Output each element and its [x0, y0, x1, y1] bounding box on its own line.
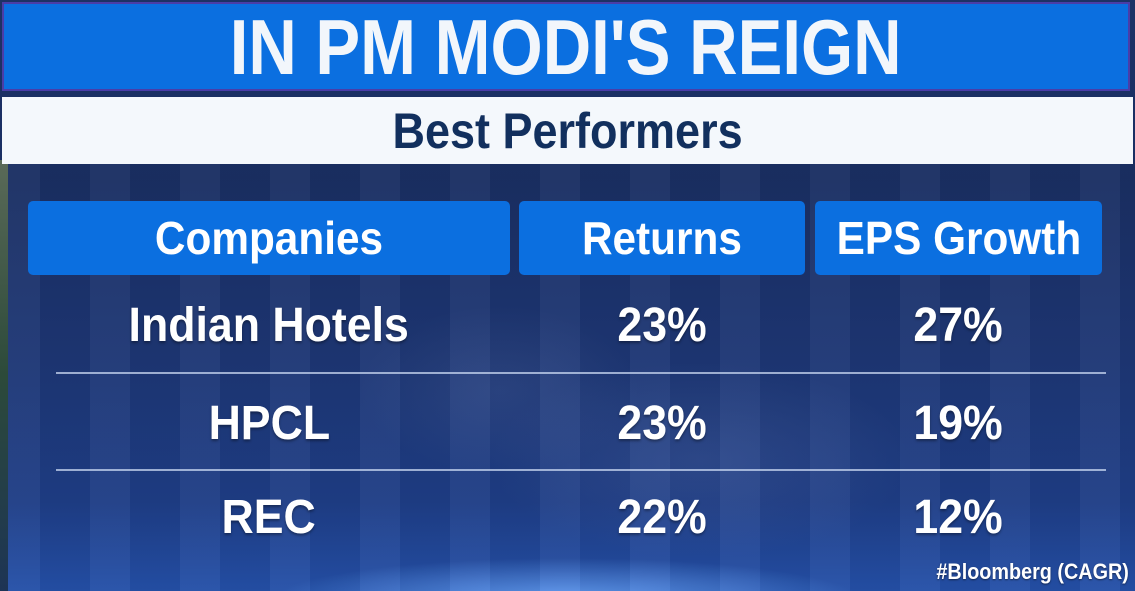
background-edge: [0, 160, 8, 591]
column-header-eps-growth: EPS Growth: [815, 201, 1102, 275]
table-row-1-company: Indian Hotels: [128, 299, 410, 352]
column-header-returns: Returns: [519, 201, 805, 275]
table-row-3-eps: 12%: [913, 491, 1004, 544]
table-row-3-company: REC: [221, 491, 317, 544]
row-divider: [56, 469, 1106, 471]
title-bar: IN PM MODI'S REIGN: [2, 2, 1130, 91]
table-row-1-eps: 27%: [913, 299, 1004, 352]
subtitle-bar: Best Performers: [2, 97, 1133, 164]
table-row-2-company: HPCL: [208, 397, 330, 450]
subtitle: Best Performers: [392, 102, 743, 159]
source-label: #Bloomberg (CAGR): [936, 559, 1129, 584]
table-row-3-returns: 22%: [617, 491, 707, 544]
table-row-1-returns: 23%: [617, 299, 707, 352]
page-title: IN PM MODI'S REIGN: [230, 2, 902, 91]
row-divider: [56, 372, 1106, 374]
table-row-2-returns: 23%: [617, 397, 707, 450]
table-row-2-eps: 19%: [913, 397, 1004, 450]
column-header-companies: Companies: [28, 201, 510, 275]
